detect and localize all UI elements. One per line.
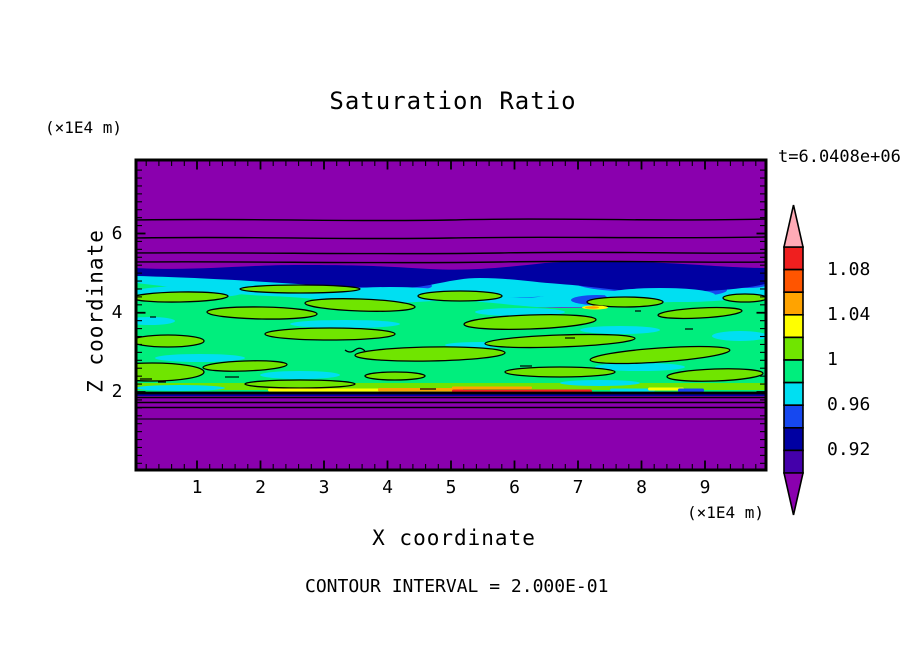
y-tick-label: 2 [111, 381, 123, 403]
colorbar-tick-label: 1.08 [827, 258, 871, 280]
contour-field [137, 161, 765, 469]
colorbar-segment [783, 359, 804, 384]
colorbar-segment [783, 246, 804, 271]
x-tick-label: 8 [636, 477, 647, 499]
x-tick-label: 6 [509, 477, 520, 499]
time-annotation: t=6.0408e+06 [778, 147, 901, 167]
colorbar-tick-label: 0.92 [827, 439, 871, 461]
x-tick-label: 7 [572, 477, 584, 499]
colorbar-segment [783, 449, 804, 474]
colorbar-segment [783, 381, 804, 407]
y-tick-label: 4 [111, 301, 123, 323]
colorbar-segment [783, 268, 804, 294]
y-tick-label: 6 [111, 222, 123, 244]
x-tick-label: 3 [318, 477, 330, 499]
axis-ticks [137, 161, 765, 469]
colorbar-segment [783, 336, 804, 361]
x-tick-label: 4 [382, 477, 393, 499]
x-axis-unit: (×1E4 m) [687, 503, 765, 522]
colorbar-tick-label: 1 [827, 349, 838, 371]
colorbar-under-arrow [782, 472, 805, 516]
y-axis-unit: (×1E4 m) [45, 118, 123, 137]
colorbar [782, 204, 805, 516]
colorbar-segment [783, 291, 804, 316]
x-axis-label: X coordinate [372, 526, 536, 550]
x-tick-label: 1 [191, 477, 203, 499]
plot-border [134, 158, 768, 472]
colorbar-segment [783, 313, 804, 339]
x-tick-label: 2 [255, 477, 266, 499]
colorbar-over-arrow [782, 204, 805, 248]
colorbar-tick-label: 0.96 [827, 394, 871, 416]
colorbar-tick-label: 1.04 [827, 303, 871, 325]
contour-interval-note: CONTOUR INTERVAL = 2.000E-01 [305, 576, 609, 597]
x-tick-label: 5 [445, 477, 457, 499]
colorbar-segment [783, 426, 804, 452]
x-tick-label: 9 [699, 477, 711, 499]
page-title: Saturation Ratio [329, 87, 577, 115]
colorbar-segment [783, 404, 804, 429]
